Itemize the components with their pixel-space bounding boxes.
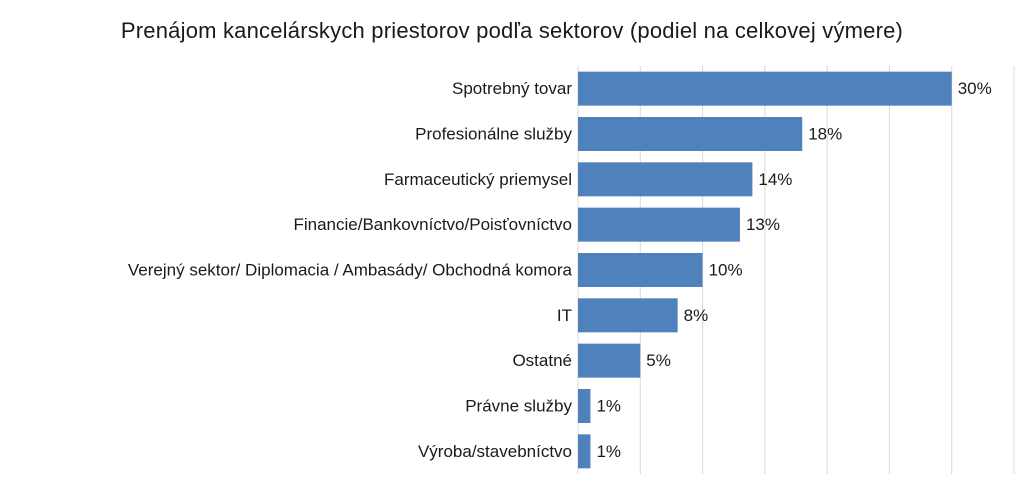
bar bbox=[578, 117, 803, 151]
category-label: IT bbox=[557, 306, 572, 325]
category-label: Výroba/stavebníctvo bbox=[418, 442, 572, 461]
bar bbox=[578, 343, 641, 378]
value-label: 1% bbox=[596, 397, 621, 416]
category-label: Profesionálne služby bbox=[415, 125, 572, 144]
bar bbox=[578, 253, 703, 287]
category-label: Financie/Bankovníctvo/Poisťovníctvo bbox=[293, 215, 572, 234]
bar bbox=[578, 71, 952, 106]
category-label: Právne služby bbox=[465, 397, 572, 416]
bar bbox=[578, 162, 753, 197]
category-label: Farmaceutický priemysel bbox=[384, 170, 572, 189]
bar bbox=[578, 298, 678, 333]
value-label: 10% bbox=[709, 261, 743, 280]
category-label: Ostatné bbox=[512, 351, 572, 370]
category-label: Verejný sektor/ Diplomacia / Ambasády/ O… bbox=[128, 261, 573, 280]
value-label: 30% bbox=[958, 79, 992, 98]
bar bbox=[578, 207, 740, 242]
chart-title: Prenájom kancelárskych priestorov podľa … bbox=[120, 18, 904, 43]
category-label: Spotrebný tovar bbox=[452, 79, 572, 98]
value-label: 1% bbox=[596, 442, 621, 461]
value-label: 18% bbox=[808, 125, 842, 144]
bar bbox=[578, 389, 591, 423]
bar bbox=[578, 434, 591, 469]
bars bbox=[578, 71, 952, 469]
value-label: 13% bbox=[746, 215, 780, 234]
labels: Spotrebný tovar 30% Profesionálne služby 18… bbox=[128, 79, 992, 461]
value-label: 8% bbox=[684, 306, 709, 325]
value-label: 14% bbox=[758, 170, 792, 189]
value-label: 5% bbox=[646, 351, 671, 370]
